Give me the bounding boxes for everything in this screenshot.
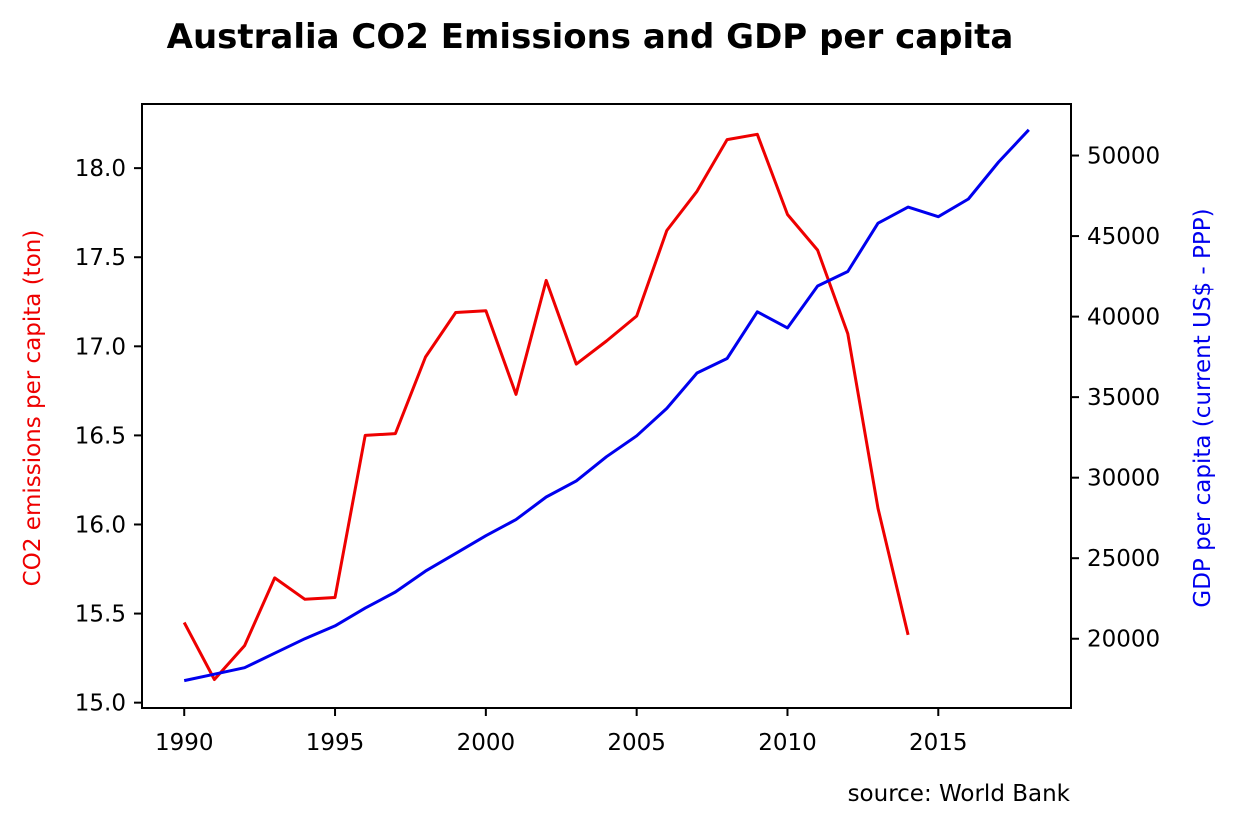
series-line-gdp [183, 128, 1030, 683]
right-y-tick-label: 30000 [1087, 466, 1160, 492]
x-tick-label: 2000 [457, 730, 516, 756]
right-y-tick-label: 45000 [1087, 224, 1160, 250]
right-y-tick-label: 50000 [1087, 144, 1160, 170]
right-y-tick-label: 40000 [1087, 305, 1160, 331]
left-y-axis-label: CO2 emissions per capita (ton) [20, 230, 46, 587]
x-tick-label: 2005 [607, 730, 666, 756]
left-y-tick-label: 16.5 [75, 423, 126, 449]
left-y-tick-label: 15.0 [75, 691, 126, 717]
right-y-tick-label: 35000 [1087, 385, 1160, 411]
right-y-tick-label: 25000 [1087, 546, 1160, 572]
x-tick-label: 2015 [909, 730, 968, 756]
left-y-tick-label: 16.0 [75, 512, 126, 538]
chart-title: Australia CO2 Emissions and GDP per capi… [167, 17, 1014, 57]
x-axis: 1990 1995 2000 2005 2010 2015 [155, 708, 968, 756]
left-y-tick-label: 17.5 [75, 245, 126, 271]
plot-area [141, 103, 1072, 709]
left-y-tick-label: 18.0 [75, 156, 126, 182]
right-y-axis: 20000 25000 30000 35000 40000 45000 50000 [1071, 144, 1160, 653]
left-y-tick-label: 17.0 [75, 334, 126, 360]
right-y-axis-label: GDP per capita (current US$ - PPP) [1190, 208, 1216, 607]
source-note: source: World Bank [848, 781, 1071, 807]
x-tick-label: 1995 [306, 730, 365, 756]
plot-frame [141, 103, 1072, 709]
left-y-tick-label: 15.5 [75, 602, 126, 628]
x-tick-label: 2010 [758, 730, 817, 756]
left-y-axis: 15.0 15.5 16.0 16.5 17.0 17.5 18.0 [75, 156, 142, 717]
x-tick-label: 1990 [155, 730, 214, 756]
right-y-tick-label: 20000 [1087, 627, 1160, 653]
series-line-co2 [182, 132, 910, 681]
